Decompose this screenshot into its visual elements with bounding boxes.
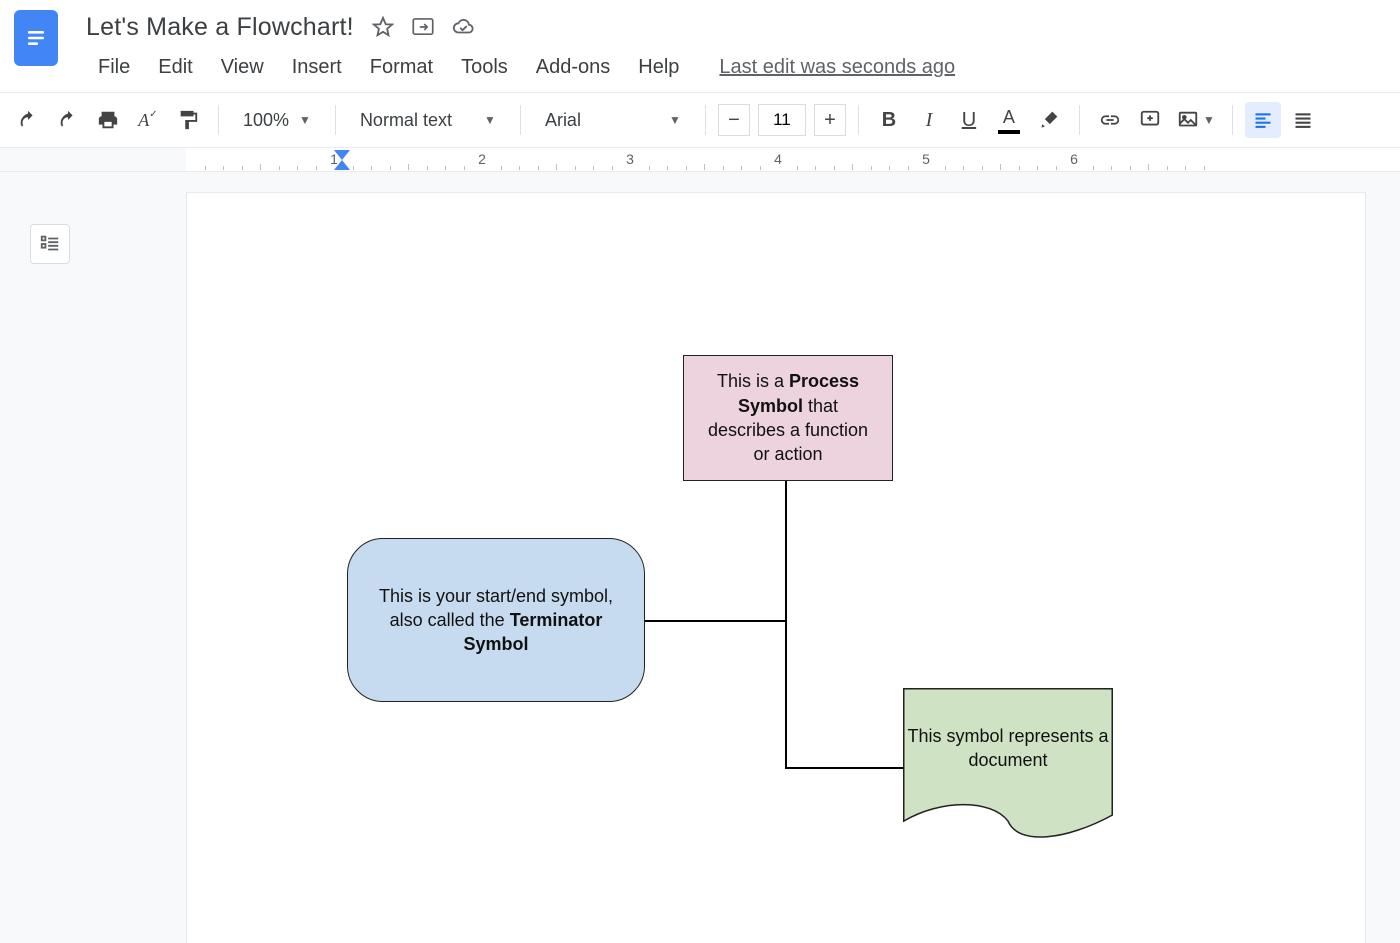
zoom-dropdown[interactable]: 100% ▼ (231, 104, 323, 137)
menu-view[interactable]: View (209, 52, 276, 83)
move-icon[interactable] (412, 16, 434, 38)
align-menu-button[interactable] (1285, 102, 1321, 138)
insert-image-button[interactable]: ▼ (1172, 102, 1220, 138)
toolbar-separator (705, 105, 706, 135)
paragraph-style-dropdown[interactable]: Normal text ▼ (348, 104, 508, 137)
toolbar-separator (1232, 105, 1233, 135)
left-indent-marker[interactable] (334, 160, 350, 170)
menu-edit[interactable]: Edit (146, 52, 204, 83)
paint-format-button[interactable] (170, 102, 206, 138)
flowchart-document-shape[interactable]: This symbol represents a document (903, 688, 1113, 843)
toolbar-separator (858, 105, 859, 135)
paragraph-style-value: Normal text (360, 110, 452, 131)
font-size-group: − + (718, 104, 846, 136)
toolbar-separator (218, 105, 219, 135)
connector-segment (785, 767, 903, 769)
text-color-button[interactable]: A (991, 102, 1027, 138)
cloud-status-icon[interactable] (452, 16, 474, 38)
ruler-label: 6 (1070, 151, 1078, 167)
bold-button[interactable]: B (871, 102, 907, 138)
ruler[interactable]: 123456 (0, 148, 1400, 172)
ruler-label: 3 (626, 151, 634, 167)
title-bar: Let's Make a Flowchart! File Edit View I… (0, 0, 1400, 92)
chevron-down-icon: ▼ (669, 113, 681, 127)
title-block: Let's Make a Flowchart! File Edit View I… (86, 10, 955, 83)
chevron-down-icon: ▼ (484, 113, 496, 127)
zoom-value: 100% (243, 110, 289, 131)
first-line-indent-marker[interactable] (334, 150, 350, 160)
star-icon[interactable] (372, 16, 394, 38)
menu-file[interactable]: File (86, 52, 142, 83)
shape-text: This is your start/end symbol, also call… (364, 584, 628, 657)
ruler-track: 123456 (186, 148, 1400, 171)
menu-format[interactable]: Format (358, 52, 445, 83)
workspace: This is your start/end symbol, also call… (0, 172, 1400, 943)
document-outline-button[interactable] (30, 224, 70, 264)
undo-button[interactable] (10, 102, 46, 138)
title-row: Let's Make a Flowchart! (86, 10, 955, 44)
redo-button[interactable] (50, 102, 86, 138)
align-left-button[interactable] (1245, 102, 1281, 138)
add-comment-button[interactable] (1132, 102, 1168, 138)
highlight-color-button[interactable] (1031, 102, 1067, 138)
shape-text: This is a Process Symbol that describes … (700, 369, 876, 466)
connector-segment (785, 620, 787, 767)
spellcheck-button[interactable]: A✓ (130, 102, 166, 138)
text-color-swatch (998, 130, 1020, 134)
last-edit-link[interactable]: Last edit was seconds ago (719, 56, 955, 79)
insert-link-button[interactable] (1092, 102, 1128, 138)
flowchart-process-shape[interactable]: This is a Process Symbol that describes … (683, 355, 893, 481)
font-family-dropdown[interactable]: Arial ▼ (533, 104, 693, 137)
connector-segment (645, 620, 785, 622)
toolbar-separator (1079, 105, 1080, 135)
font-size-increase-button[interactable]: + (814, 104, 846, 136)
underline-button[interactable]: U (951, 102, 987, 138)
doc-title[interactable]: Let's Make a Flowchart! (86, 13, 354, 42)
font-size-input[interactable] (758, 104, 806, 136)
flowchart-terminator-shape[interactable]: This is your start/end symbol, also call… (347, 538, 645, 702)
connector-segment (785, 481, 787, 621)
menu-addons[interactable]: Add-ons (524, 52, 623, 83)
chevron-down-icon: ▼ (299, 113, 311, 127)
shape-text: This symbol represents a document (903, 688, 1113, 773)
toolbar-separator (520, 105, 521, 135)
ruler-label: 5 (922, 151, 930, 167)
print-button[interactable] (90, 102, 126, 138)
menu-tools[interactable]: Tools (449, 52, 520, 83)
menu-bar: File Edit View Insert Format Tools Add-o… (86, 52, 955, 83)
menu-insert[interactable]: Insert (280, 52, 354, 83)
menu-help[interactable]: Help (626, 52, 691, 83)
ruler-label: 4 (774, 151, 782, 167)
italic-button[interactable]: I (911, 102, 947, 138)
toolbar-separator (335, 105, 336, 135)
chevron-down-icon: ▼ (1203, 113, 1215, 127)
font-size-decrease-button[interactable]: − (718, 104, 750, 136)
font-family-value: Arial (545, 110, 581, 131)
ruler-label: 2 (478, 151, 486, 167)
document-page[interactable]: This is your start/end symbol, also call… (186, 192, 1366, 943)
docs-logo-icon[interactable] (14, 10, 58, 66)
toolbar: A✓ 100% ▼ Normal text ▼ Arial ▼ − + B I … (0, 92, 1400, 148)
